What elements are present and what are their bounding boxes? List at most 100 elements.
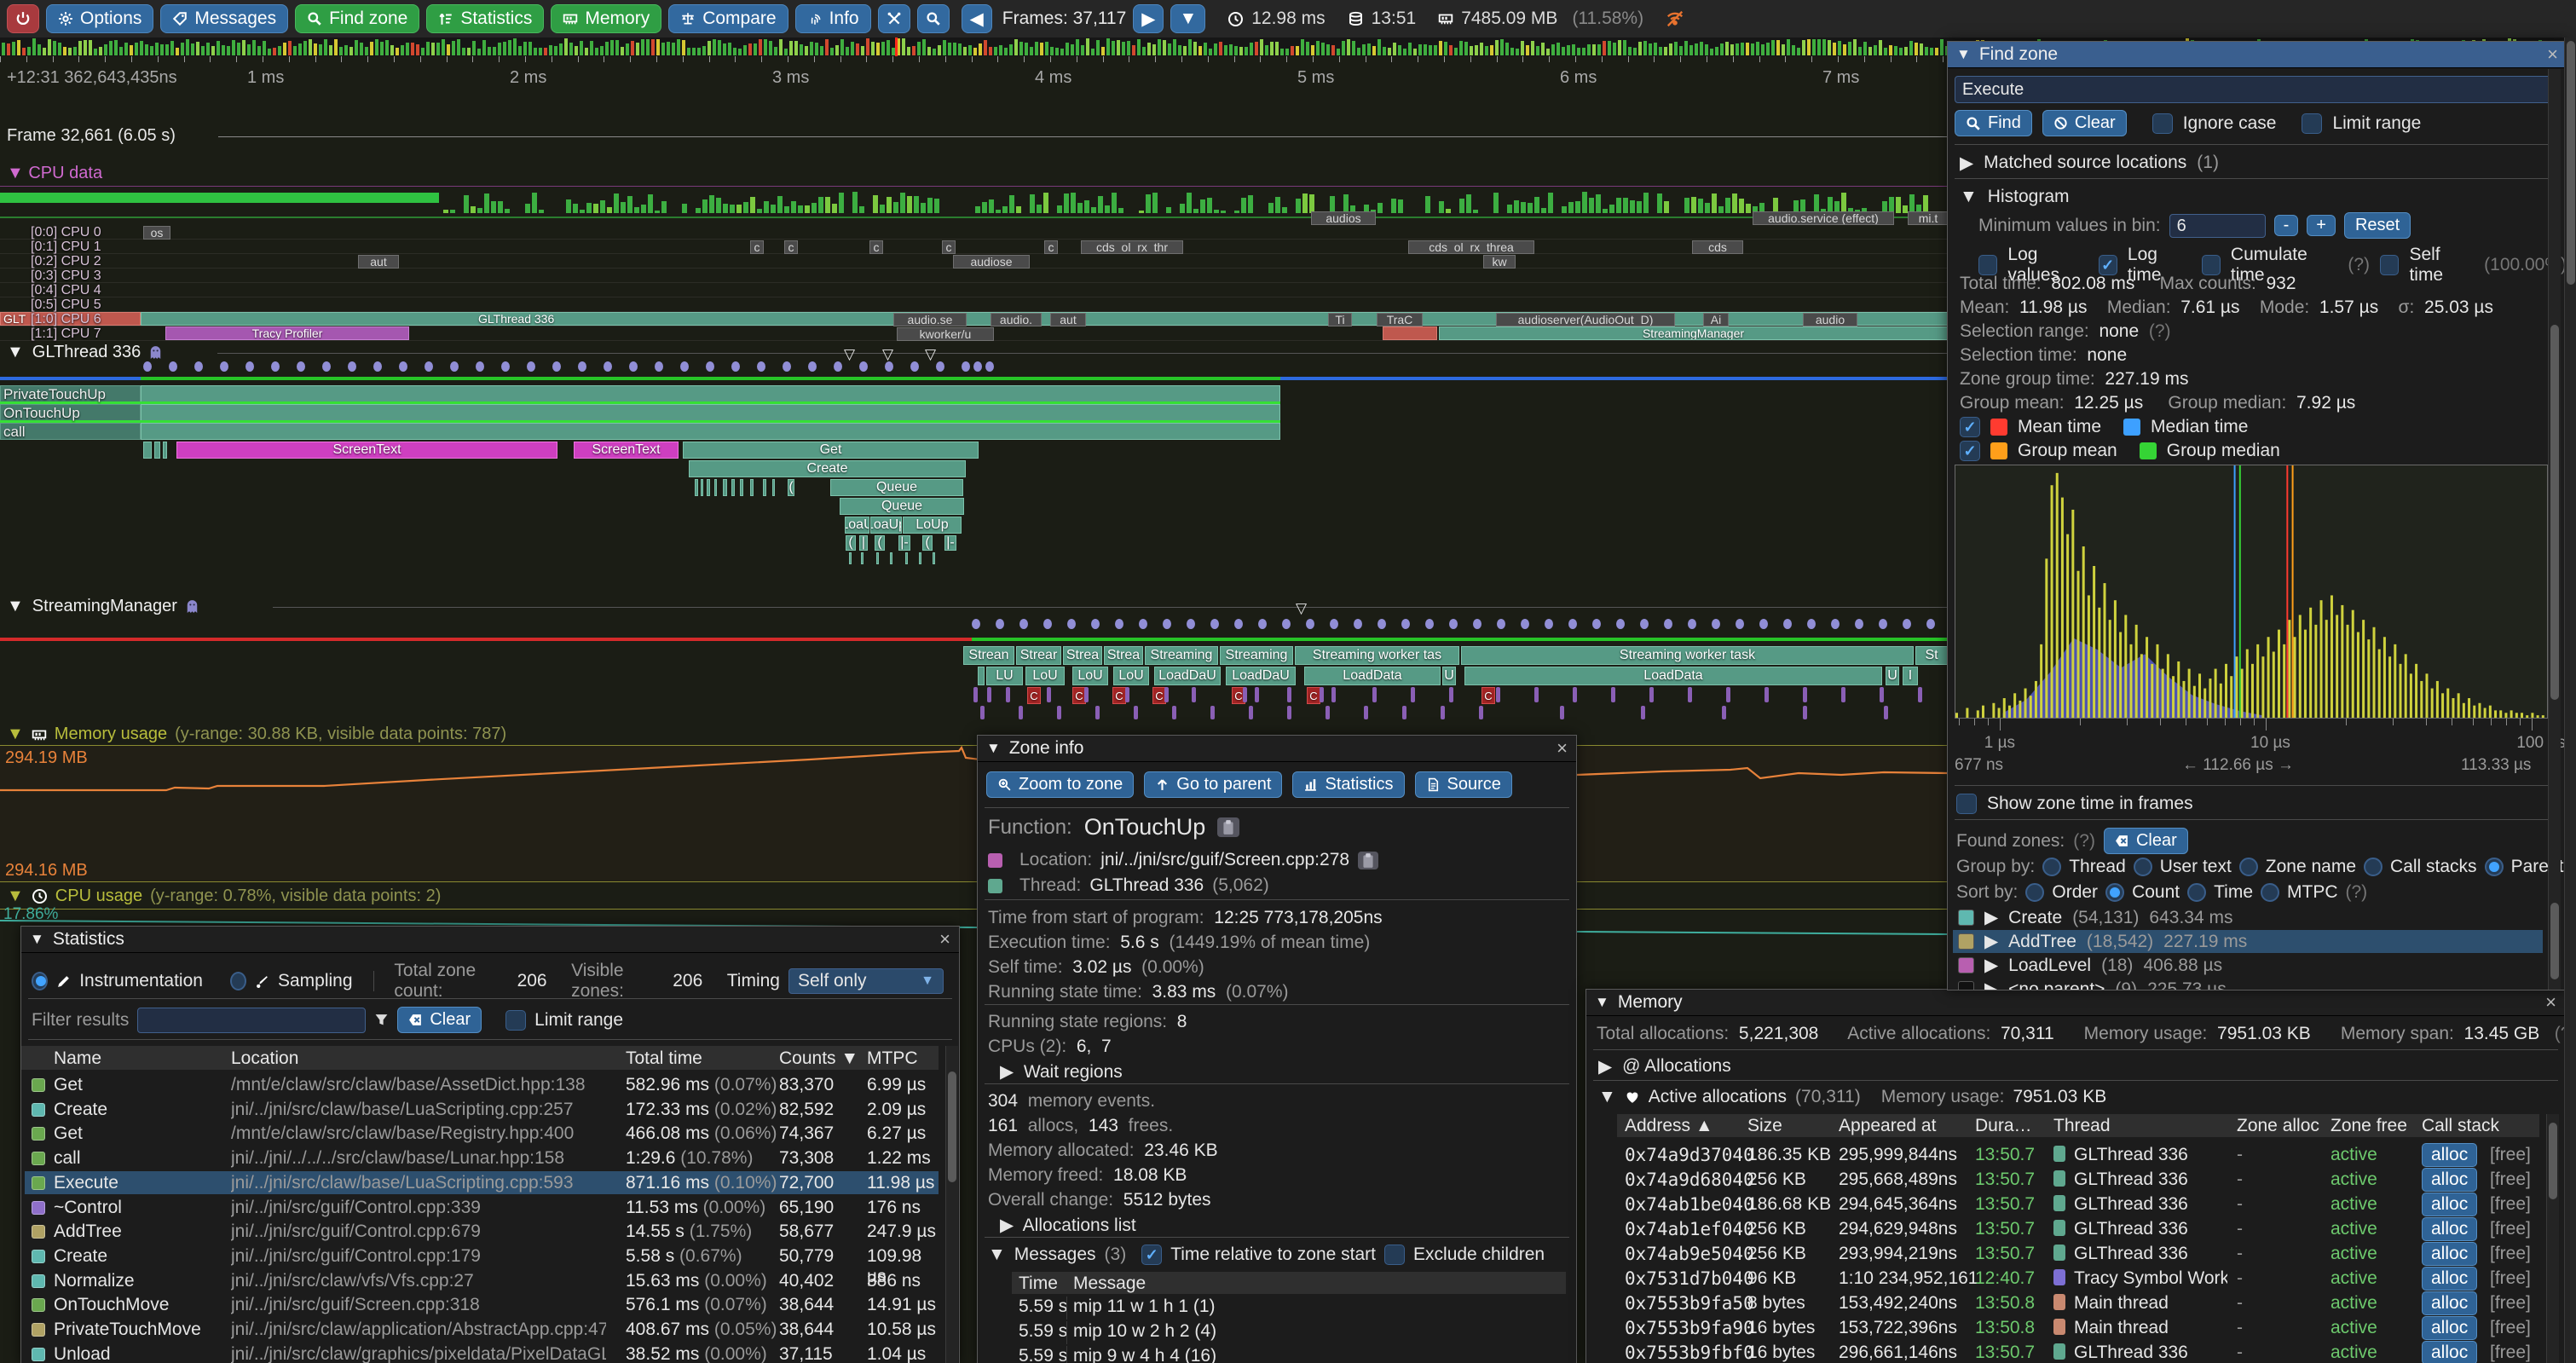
message-dot[interactable] xyxy=(1473,619,1481,629)
glthread-zone[interactable] xyxy=(141,404,1280,421)
frame-bar[interactable] xyxy=(1684,40,1688,55)
frame-bar[interactable] xyxy=(1352,41,1355,55)
frame-bar[interactable] xyxy=(1761,44,1765,55)
lock-tick[interactable] xyxy=(1841,687,1845,702)
message-dot[interactable] xyxy=(783,361,791,372)
frame-bar[interactable] xyxy=(1480,42,1483,55)
message-dot[interactable] xyxy=(629,361,638,372)
frame-bar[interactable] xyxy=(1562,47,1565,55)
frame-bar[interactable] xyxy=(165,43,169,55)
memory-table-row[interactable]: 0x74ab9e5040 256 KB 293,994,219ns 13:50.7 GL… xyxy=(1617,1242,2539,1266)
frame-bar[interactable] xyxy=(764,38,767,55)
message-dot[interactable] xyxy=(1449,619,1458,629)
frame-bar[interactable] xyxy=(1853,38,1857,55)
table-row[interactable]: AddTree jni/../jni/src/guif/Control.cpp:6… xyxy=(25,1220,939,1243)
memory-scrollbar-thumb[interactable] xyxy=(2549,1123,2557,1199)
frame-bar[interactable] xyxy=(1557,43,1560,55)
message-dot[interactable] xyxy=(1187,619,1195,629)
frame-bar[interactable] xyxy=(667,41,670,55)
message-dot[interactable] xyxy=(655,361,663,372)
frame-bar[interactable] xyxy=(1224,45,1227,55)
frame-bar[interactable] xyxy=(1541,42,1545,55)
cpu-zone-bar[interactable]: GLThread 336 xyxy=(141,312,1948,326)
message-dot[interactable] xyxy=(985,361,994,372)
statistics-button[interactable]: Statistics xyxy=(426,4,545,33)
frame-bar[interactable] xyxy=(1403,48,1406,55)
lock-tick[interactable] xyxy=(1479,706,1483,719)
frame-bar[interactable] xyxy=(206,42,210,55)
group-parent-radio[interactable] xyxy=(2484,858,2504,876)
streaming-zone[interactable]: Strea xyxy=(1104,646,1143,665)
message-triangle-icon[interactable]: ▽ xyxy=(882,346,894,362)
frame-bar[interactable] xyxy=(871,42,875,55)
frame-bar[interactable] xyxy=(278,45,281,55)
frame-bar[interactable] xyxy=(779,38,783,55)
lock-tick[interactable] xyxy=(1364,706,1368,719)
alloc-callstack-button[interactable]: alloc xyxy=(2422,1341,2478,1363)
frame-bar[interactable] xyxy=(595,47,598,55)
streaming-zone[interactable]: Streaming worker tas xyxy=(1295,646,1459,665)
frame-bar[interactable] xyxy=(846,46,849,55)
frame-bar[interactable] xyxy=(201,46,205,55)
frame-bar[interactable] xyxy=(196,42,199,55)
cpu-chip[interactable]: kworker/u xyxy=(897,327,994,341)
statistics-scrollbar-thumb[interactable] xyxy=(948,1071,956,1182)
messages-message-header[interactable]: Message xyxy=(1073,1273,1146,1293)
message-dot[interactable] xyxy=(972,619,980,629)
frame-bar[interactable] xyxy=(1265,44,1268,55)
frame-bar[interactable] xyxy=(53,41,56,55)
frame-bar[interactable] xyxy=(805,46,808,55)
streaming-zone[interactable]: U xyxy=(1442,667,1456,685)
frame-label[interactable]: Frame 32,661 (6.05 s) xyxy=(7,126,176,145)
frame-bar[interactable] xyxy=(1245,47,1248,55)
frame-bar[interactable] xyxy=(1112,40,1115,55)
glthread-zone[interactable] xyxy=(933,552,935,564)
frame-bar[interactable] xyxy=(380,41,384,55)
message-dot[interactable] xyxy=(910,361,919,372)
frame-bar[interactable] xyxy=(1030,46,1033,55)
message-triangle-icon[interactable]: ▽ xyxy=(925,346,937,362)
frame-bar[interactable] xyxy=(973,47,977,55)
streaming-zone[interactable]: LoU xyxy=(1072,667,1108,685)
frame-bar[interactable] xyxy=(1577,47,1580,55)
info-button[interactable]: Info xyxy=(794,4,871,33)
found-clear-button[interactable]: Clear xyxy=(2103,828,2188,854)
found-zone-row[interactable]: ▶ LoadLevel (18) 406.88 µs xyxy=(1953,954,2543,977)
frames-prev-button[interactable]: ◀ xyxy=(961,4,992,33)
alloc-callstack-button[interactable]: alloc xyxy=(2422,1316,2478,1340)
close-icon[interactable]: × xyxy=(2547,43,2558,65)
frame-bar[interactable] xyxy=(641,39,644,55)
sampling-radio[interactable] xyxy=(229,972,246,990)
glthread-zone[interactable]: ( xyxy=(922,535,933,551)
frame-bar[interactable] xyxy=(887,40,890,55)
alloc-callstack-button[interactable]: alloc xyxy=(2422,1267,2478,1291)
glthread-zone[interactable] xyxy=(740,479,743,496)
find-zone-titlebar[interactable]: ▼ Find zone × xyxy=(1948,42,2567,68)
lock-tick[interactable] xyxy=(1326,706,1330,719)
frame-bar[interactable] xyxy=(498,43,501,55)
compare-button[interactable]: Compare xyxy=(668,4,788,33)
frame-bar[interactable] xyxy=(794,41,798,55)
alloc-callstack-button[interactable]: alloc xyxy=(2422,1168,2478,1192)
frame-bar[interactable] xyxy=(1316,41,1320,55)
glthread-zone[interactable]: |- xyxy=(898,535,910,551)
frame-bar[interactable] xyxy=(1751,43,1754,55)
table-row[interactable]: Get/mnt/e/claw/src/claw/base/Registry.hp… xyxy=(25,1122,939,1145)
column-header-zone-free[interactable]: Zone free xyxy=(2331,1116,2407,1135)
frame-bar[interactable] xyxy=(436,42,440,55)
frame-bar[interactable] xyxy=(1582,47,1585,55)
frame-bar[interactable] xyxy=(32,38,36,55)
streaming-zone[interactable]: LoadDaU xyxy=(1226,667,1296,685)
frame-bar[interactable] xyxy=(150,46,153,55)
streaming-error-zone[interactable]: C xyxy=(1481,687,1495,704)
frame-bar[interactable] xyxy=(1782,44,1785,55)
cpu-chip[interactable]: os xyxy=(143,226,170,240)
message-dot[interactable] xyxy=(834,361,842,372)
frame-bar[interactable] xyxy=(564,38,568,55)
table-row[interactable]: Normalize jni/../jni/src/claw/vfs/Vfs.cpp… xyxy=(25,1269,939,1292)
frame-bar[interactable] xyxy=(754,43,757,55)
filter-input[interactable] xyxy=(137,1007,367,1033)
frame-bar[interactable] xyxy=(968,45,972,55)
glthread-zone[interactable] xyxy=(763,479,766,496)
glthread-zone[interactable]: LoaU xyxy=(845,517,869,534)
